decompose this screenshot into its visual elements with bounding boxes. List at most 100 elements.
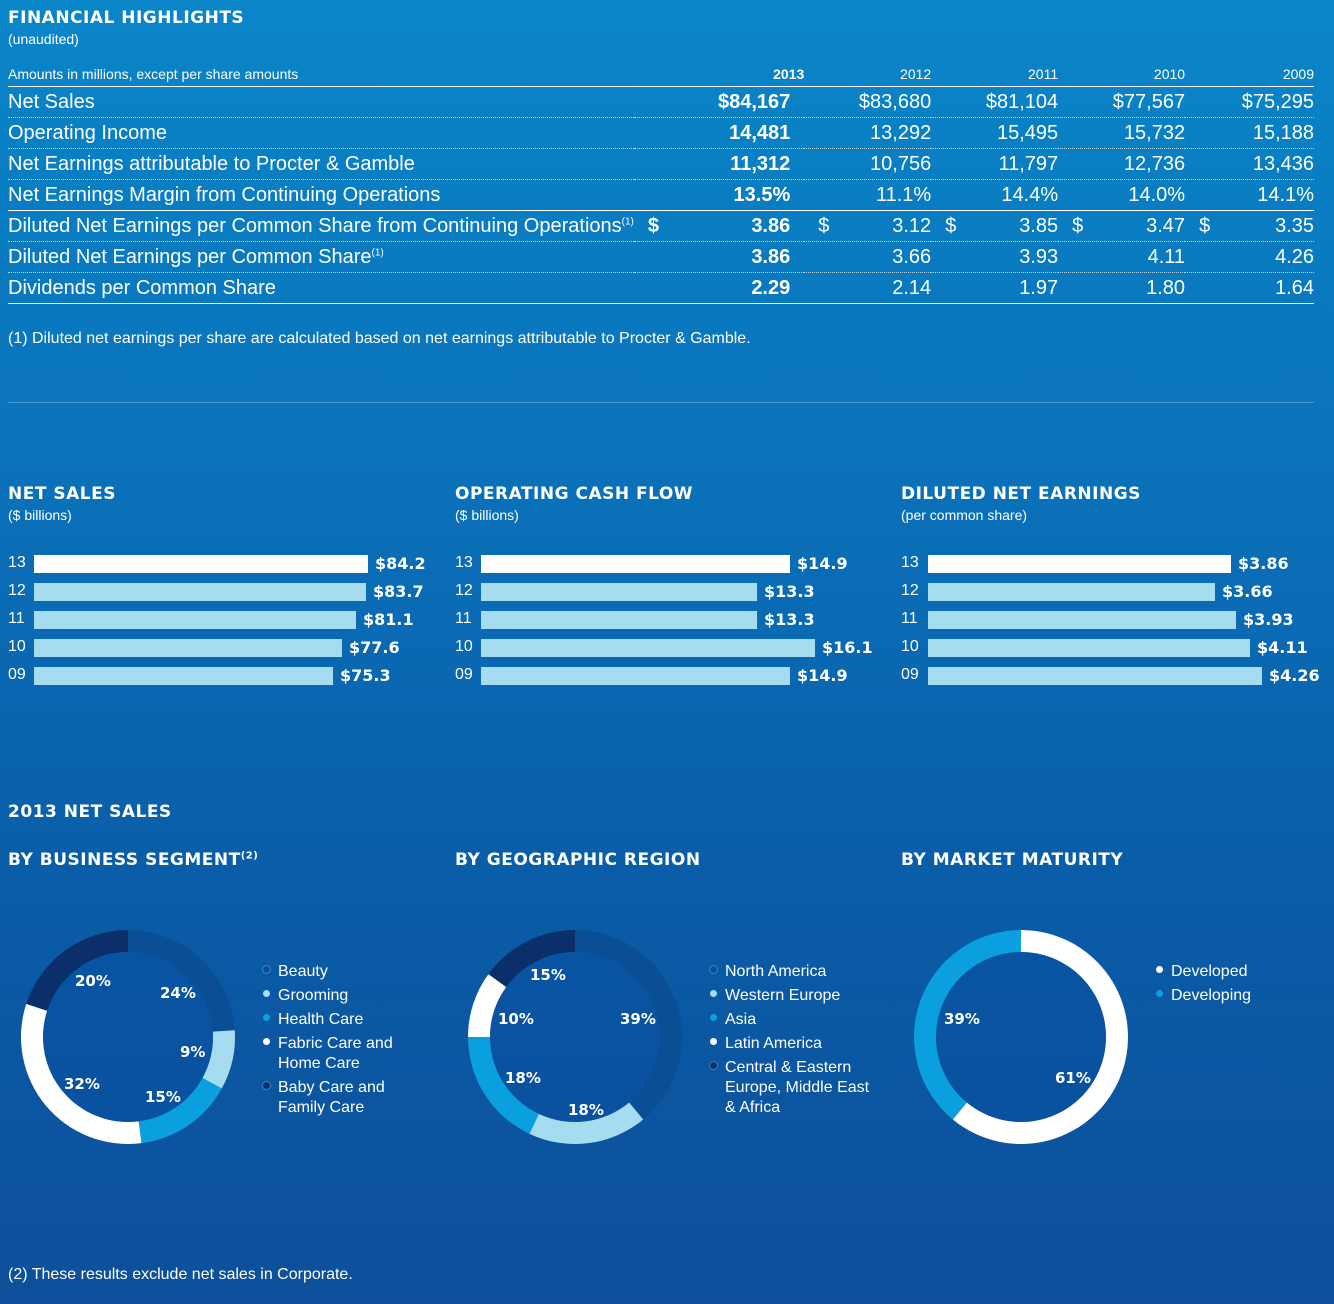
table-cell: $83,680 <box>804 86 932 118</box>
legend-item: Central & Eastern Europe, Middle East & Af… <box>710 1058 869 1118</box>
legend-swatch <box>710 1014 717 1022</box>
chart-title: BY BUSINESS SEGMENT(2) <box>8 850 259 870</box>
legend-label: Western Europe <box>725 987 841 1004</box>
footnote-ref: (1) <box>621 215 634 227</box>
legend-item: Baby Care and Family Care <box>263 1078 385 1118</box>
table-row: Dividends per Common Share 2.29 2.14 1.97 1.… <box>8 272 1314 304</box>
row-label: Diluted Net Earnings per Common Share fr… <box>8 210 634 242</box>
table-footnote: (1) Diluted net earnings per share are c… <box>8 330 751 347</box>
table-cell: 4.11 <box>1058 241 1186 273</box>
financial-highlights-table: Amounts in millions, except per share am… <box>8 60 1314 304</box>
table-cell: $81,104 <box>931 86 1059 118</box>
table-cell: 14.4% <box>931 179 1059 211</box>
bar <box>34 611 356 629</box>
footnote-ref: (2) <box>240 850 259 862</box>
bar-value-label: $77.6 <box>349 638 400 657</box>
legend-swatch <box>263 990 270 998</box>
chart-title: BY GEOGRAPHIC REGION <box>455 850 701 870</box>
page-title: FINANCIAL HIGHLIGHTS <box>8 8 245 28</box>
table-row: Net Earnings Margin from Continuing Oper… <box>8 179 1314 211</box>
year-header: 2013 <box>633 60 805 87</box>
legend-item: Developing <box>1156 986 1251 1006</box>
table-cell: 3.93 <box>931 241 1059 273</box>
legend-swatch <box>1156 966 1163 974</box>
legend-item: Asia <box>710 1010 756 1030</box>
table-cell: 14,481 <box>633 117 805 149</box>
table-cell: $84,167 <box>633 86 805 118</box>
table-cell: $75,295 <box>1185 86 1314 118</box>
bar-category-label: 10 <box>901 638 919 655</box>
table-cell: 13,436 <box>1185 148 1314 180</box>
slice-percent-label: 18% <box>568 1101 604 1119</box>
table-cell: 1.97 <box>931 272 1059 304</box>
table-cell: 4.26 <box>1185 241 1314 273</box>
table-row: Net Earnings attributable to Procter & G… <box>8 148 1314 180</box>
donut-slice <box>488 930 575 988</box>
table-cell: 15,732 <box>1058 117 1186 149</box>
legend-swatch <box>710 1062 717 1070</box>
chart-subtitle: ($ billions) <box>455 507 519 523</box>
currency-symbol: $ <box>945 214 957 237</box>
donut-slice <box>575 930 682 1120</box>
table-cell: 11,312 <box>633 148 805 180</box>
table-cell: 14.1% <box>1185 179 1314 211</box>
donut-hole <box>43 952 213 1122</box>
table-cell: $3.85 <box>931 210 1059 242</box>
legend-item: North America <box>710 962 826 982</box>
slice-percent-label: 20% <box>75 972 111 990</box>
legend-label: Fabric Care and <box>278 1035 393 1052</box>
slice-percent-label: 15% <box>145 1088 181 1106</box>
table-cell: $77,567 <box>1058 86 1186 118</box>
bar-value-label: $3.86 <box>1238 554 1289 573</box>
bar-category-label: 13 <box>455 554 473 571</box>
donut-slice <box>468 1037 539 1134</box>
legend-label: Baby Care and <box>278 1079 385 1096</box>
currency-symbol: $ <box>647 214 659 237</box>
slice-percent-label: 24% <box>160 984 196 1002</box>
table-cell: 1.80 <box>1058 272 1186 304</box>
bar <box>928 555 1231 573</box>
legend-item: Beauty <box>263 962 328 982</box>
footnote-ref: (1) <box>371 246 384 258</box>
legend-label: Developed <box>1171 963 1248 980</box>
legend-label: North America <box>725 963 827 980</box>
legend-label: & Africa <box>725 1099 781 1116</box>
section-footnote: (2) These results exclude net sales in C… <box>8 1266 353 1283</box>
bar-value-label: $81.1 <box>363 610 414 629</box>
year-header: 2009 <box>1185 60 1314 87</box>
bar <box>481 583 757 601</box>
table-row: Operating Income 14,481 13,292 15,495 15,732… <box>8 117 1314 149</box>
table-cell: 15,188 <box>1185 117 1314 149</box>
bar-category-label: 11 <box>901 610 918 627</box>
bar-category-label: 12 <box>8 582 26 599</box>
legend-label: Family Care <box>278 1099 365 1116</box>
bar <box>481 639 815 657</box>
legend-swatch <box>710 966 717 974</box>
bar <box>34 667 333 685</box>
chart-title: BY MARKET MATURITY <box>901 850 1124 870</box>
legend-swatch <box>1156 990 1163 998</box>
bar-value-label: $4.26 <box>1269 666 1320 685</box>
table-cell: 10,756 <box>804 148 932 180</box>
table-header-row: Amounts in millions, except per share am… <box>8 60 1314 87</box>
bar-value-label: $14.9 <box>797 554 848 573</box>
legend-label: Grooming <box>278 987 349 1004</box>
bar <box>481 611 757 629</box>
chart-subtitle: ($ billions) <box>8 507 72 523</box>
bar <box>928 639 1250 657</box>
bar-category-label: 09 <box>901 666 919 683</box>
table-cell: 11,797 <box>931 148 1059 180</box>
bar-value-label: $13.3 <box>764 582 815 601</box>
table-cell: 11.1% <box>804 179 932 211</box>
legend-swatch <box>263 966 270 974</box>
legend-swatch <box>710 990 717 998</box>
table-cell: $3.86 <box>633 210 805 242</box>
table-header-label: Amounts in millions, except per share am… <box>8 60 634 87</box>
donut-slice <box>914 930 1021 1120</box>
donut-slice <box>128 930 235 1032</box>
table-cell: $3.47 <box>1058 210 1186 242</box>
row-label: Net Sales <box>8 86 634 118</box>
slice-percent-label: 39% <box>944 1010 980 1028</box>
bar-value-label: $3.93 <box>1243 610 1294 629</box>
slice-percent-label: 10% <box>498 1010 534 1028</box>
